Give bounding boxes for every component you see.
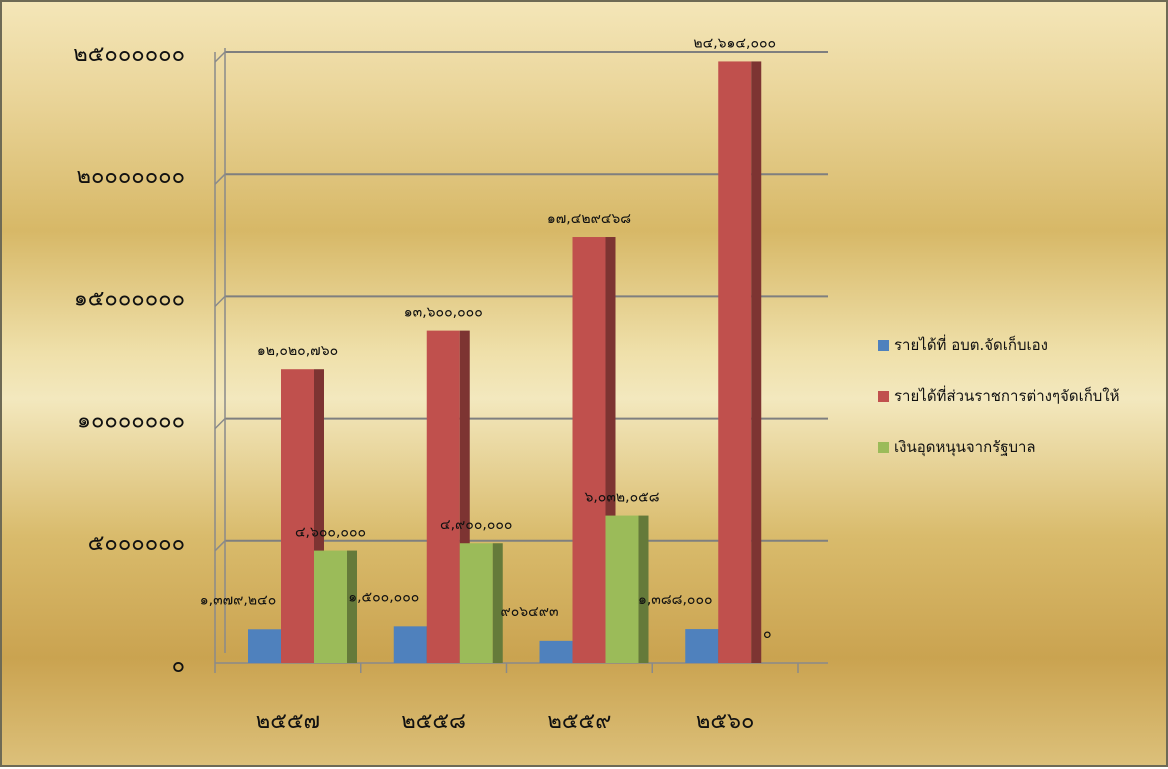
legend: รายได้ที่ อบต.จัดเก็บเอง รายได้ที่ส่วนรา… xyxy=(878,332,1120,485)
x-tick-label: ๒๕๕๙ xyxy=(547,709,611,734)
data-label: ๑๒,๐๒๐,๗๖๐ xyxy=(257,343,338,359)
bar-side xyxy=(605,237,616,663)
data-label: ๔,๙๐๐,๐๐๐ xyxy=(440,517,512,533)
gridline-shadow xyxy=(214,418,226,430)
legend-item-government-subsidy: เงินอุดหนุนจากรัฐบาล xyxy=(878,434,1120,460)
y-tick-label: ๕๐๐๐๐๐๐ xyxy=(88,531,185,556)
y-tick-label: ๐ xyxy=(172,653,185,678)
data-label: ๑,๓๘๘,๐๐๐ xyxy=(638,592,713,608)
bar xyxy=(685,629,719,663)
data-label: ๒๔,๖๑๔,๐๐๐ xyxy=(693,35,776,51)
gridline-shadow xyxy=(214,295,226,307)
legend-item-local-revenue: รายได้ที่ อบต.จัดเก็บเอง xyxy=(878,332,1120,358)
bar-side xyxy=(314,369,324,663)
data-label: ๑,๓๗๙,๒๔๐ xyxy=(200,592,277,608)
bar xyxy=(281,369,314,663)
bar xyxy=(539,640,573,663)
bar xyxy=(426,330,460,663)
bar-side xyxy=(492,543,503,663)
legend-swatch xyxy=(878,441,889,453)
data-label: ๑๓,๖๐๐,๐๐๐ xyxy=(404,305,483,321)
legend-swatch xyxy=(878,390,889,402)
bar-side xyxy=(459,330,470,663)
legend-item-agency-revenue: รายได้ที่ส่วนราชการต่างๆจัดเก็บให้ xyxy=(878,383,1120,409)
x-tick-label: ๒๕๖๐ xyxy=(696,709,755,734)
y-tick-label: ๑๐๐๐๐๐๐๐ xyxy=(77,409,185,434)
data-label: ๑๗,๔๒๙๔๖๘ xyxy=(547,211,631,227)
legend-label: เงินอุดหนุนจากรัฐบาล xyxy=(894,438,1036,456)
gridline-shadow xyxy=(214,51,226,63)
bar-side xyxy=(751,61,762,664)
bar xyxy=(605,515,639,663)
data-label: ๑,๕๐๐,๐๐๐ xyxy=(348,589,419,605)
bar-side xyxy=(347,550,357,663)
data-label: ๐ xyxy=(763,626,772,642)
y-tick-label: ๑๕๐๐๐๐๐๐ xyxy=(74,286,185,311)
bar xyxy=(718,61,752,664)
legend-swatch xyxy=(878,339,889,351)
bar xyxy=(459,543,493,663)
bar xyxy=(314,550,347,663)
bar-side xyxy=(638,515,649,663)
x-tick-label: ๒๕๕๘ xyxy=(401,709,466,734)
x-tick-label: ๒๕๕๗ xyxy=(256,709,320,734)
bar xyxy=(393,626,427,663)
gridline-shadow xyxy=(214,173,226,185)
bar xyxy=(248,629,281,663)
data-label: ๙๐๖๔๙๓ xyxy=(500,604,558,620)
legend-label: รายได้ที่ส่วนราชการต่างๆจัดเก็บให้ xyxy=(894,387,1120,405)
legend-label: รายได้ที่ อบต.จัดเก็บเอง xyxy=(894,336,1048,354)
gridline-shadow xyxy=(214,540,226,552)
y-tick-label: ๒๕๐๐๐๐๐๐ xyxy=(73,42,185,67)
data-label: ๔,๖๐๐,๐๐๐ xyxy=(295,525,366,541)
bar xyxy=(572,237,606,663)
data-label: ๖,๐๓๒,๐๕๘ xyxy=(584,490,659,506)
y-tick-label: ๒๐๐๐๐๐๐๐ xyxy=(77,164,186,189)
